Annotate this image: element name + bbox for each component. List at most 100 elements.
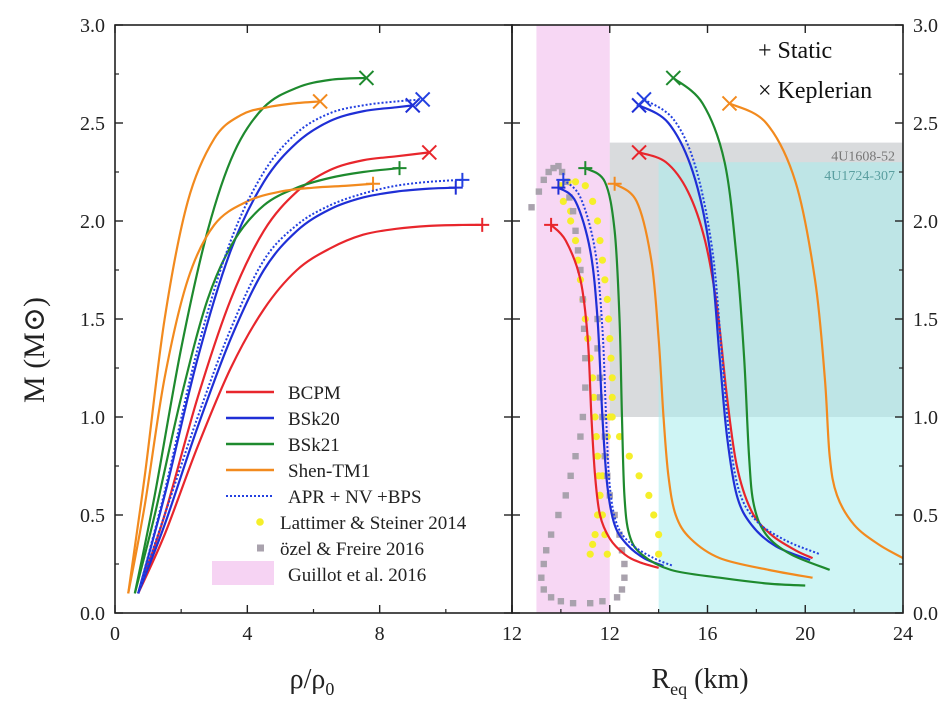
lattimer-point <box>608 413 616 421</box>
ozel-point <box>550 164 557 172</box>
ozel-point <box>572 453 579 460</box>
legend-label-lattimer: Lattimer & Steiner 2014 <box>280 513 467 534</box>
right-y-tick-label: 2.5 <box>913 113 938 135</box>
right-x-tick-label: 12 <box>502 623 522 645</box>
ozel-point <box>599 598 606 605</box>
ozel-point <box>621 560 628 568</box>
lattimer-point <box>601 276 609 284</box>
legend-label-bcpm: BCPM <box>288 383 341 404</box>
right-y-tick-label: 1.0 <box>913 407 938 429</box>
left-apr-keplerian-marker <box>414 91 431 108</box>
ozel-point <box>569 600 577 607</box>
lattimer-point <box>635 472 643 480</box>
ozel-point <box>562 178 569 185</box>
ozel-point <box>572 227 579 234</box>
ozel-point <box>569 208 577 215</box>
right-bsk21-static-marker <box>578 161 593 176</box>
left-bcpm-keplerian-marker <box>421 144 437 161</box>
right-bcpm-static-marker <box>544 217 559 232</box>
left-bsk20-static-marker <box>448 180 463 195</box>
left-bsk20-static-line <box>137 186 456 594</box>
legend-swatch-lattimer <box>256 518 264 526</box>
ozel-point <box>574 247 582 254</box>
ozel-point <box>618 547 626 554</box>
ozel-point <box>577 433 584 440</box>
legend-label-bsk21: BSk21 <box>288 435 340 456</box>
right-x-tick-label: 24 <box>893 623 913 645</box>
lattimer-point <box>650 511 658 519</box>
ozel-point <box>618 586 626 593</box>
right-shentm1-static-marker <box>607 176 622 191</box>
left-apr-keplerian-line <box>137 98 423 594</box>
right-y-tick-label: 0.0 <box>913 603 938 625</box>
ozel-point <box>562 492 569 499</box>
right-x-tick-label: 12 <box>600 623 620 645</box>
ozel-point <box>582 384 589 391</box>
right-bsk21-static-line <box>584 167 806 587</box>
right-bsk21-keplerian-marker <box>665 70 681 86</box>
right-apr-keplerian-marker <box>636 91 652 108</box>
right-apr-static-marker <box>556 172 571 187</box>
right-bcpm-static-line <box>550 224 659 569</box>
right-bcpm-keplerian-line <box>638 151 814 560</box>
lattimer-point <box>591 531 599 539</box>
left-bcpm-static-marker <box>475 217 490 232</box>
right-y-tick-label: 3.0 <box>913 15 938 37</box>
left-bsk21-static-line <box>133 166 400 594</box>
lattimer-point <box>595 472 603 480</box>
ozel-point <box>587 600 594 607</box>
ozel-point <box>567 472 574 479</box>
right-x-tick-label: 20 <box>795 623 815 645</box>
ozel-point <box>582 355 589 362</box>
left-shentm1-keplerian-line <box>127 100 321 594</box>
ozel-point <box>594 345 601 352</box>
legend-swatch-ozel <box>257 544 264 552</box>
lattimer-point <box>604 315 613 323</box>
legend-label-apr: APR + NV +BPS <box>288 487 422 508</box>
lattimer-point <box>598 256 607 264</box>
lattimer-point <box>607 354 615 362</box>
left-bsk20-keplerian-marker <box>405 97 421 114</box>
region-region2 <box>658 162 903 613</box>
right-x-tick-label: 16 <box>698 623 718 645</box>
right-shentm1-keplerian-marker <box>721 95 738 112</box>
left-x-axis-label: ρ/ρ0 <box>290 664 335 699</box>
ozel-point <box>528 204 535 211</box>
left-y-tick-label: 0.0 <box>80 603 105 625</box>
lattimer-point <box>559 197 567 205</box>
right-shentm1-static-line <box>613 182 813 579</box>
lattimer-point <box>593 217 602 225</box>
lattimer-point <box>590 393 598 401</box>
left-y-tick-label: 2.5 <box>80 113 105 135</box>
right-y-tick-label: 2.0 <box>913 211 938 233</box>
lattimer-point <box>596 237 604 245</box>
left-apr-static-line <box>137 178 463 594</box>
left-bsk21-static-marker <box>392 161 407 176</box>
right-y-tick-label: 0.5 <box>913 505 938 527</box>
ozel-point <box>545 168 552 176</box>
right-bsk20-static-marker <box>551 180 566 195</box>
left-apr-static-marker <box>455 172 470 187</box>
legend-label-shentm1: Shen-TM1 <box>288 461 370 482</box>
ozel-point <box>621 574 628 581</box>
lattimer-point <box>589 197 597 205</box>
ozel-point <box>543 547 550 554</box>
ozel-point <box>579 413 587 421</box>
legend-label-ozel: özel & Freire 2016 <box>280 539 424 560</box>
left-y-tick-label: 2.0 <box>80 211 105 233</box>
lattimer-point <box>581 182 589 190</box>
ozel-point <box>577 266 584 274</box>
ozel-point <box>555 162 562 170</box>
right-bsk21-keplerian-line <box>672 77 831 571</box>
left-bcpm-keplerian-line <box>137 151 430 594</box>
lattimer-point <box>567 217 575 225</box>
ozel-point <box>580 325 588 332</box>
ozel-point <box>601 433 609 440</box>
left-bsk21-keplerian-line <box>133 76 367 594</box>
y-axis-label: M (M⊙) <box>18 297 51 403</box>
right-x-axis-label: Req (km) <box>651 664 748 699</box>
region-label-4u1608: 4U1608-52 <box>831 150 895 165</box>
left-x-axis-label-main: ρ/ρ <box>290 664 326 695</box>
lattimer-point <box>571 237 580 245</box>
lattimer-point <box>571 178 580 186</box>
